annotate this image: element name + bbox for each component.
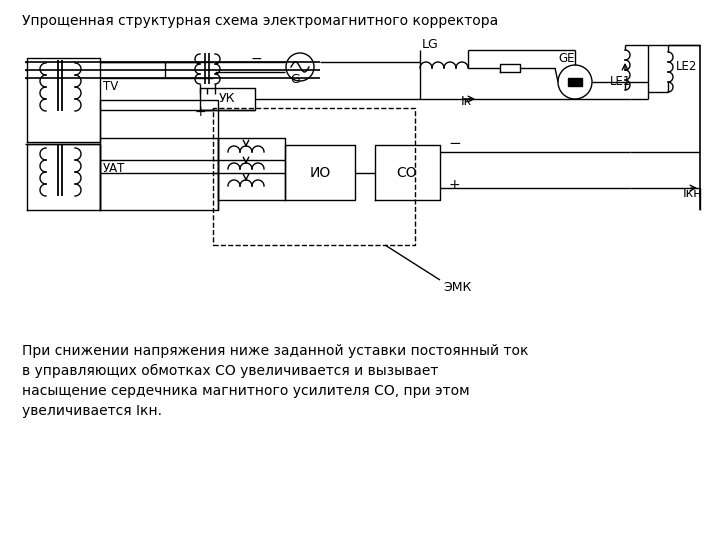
Text: СО: СО <box>397 166 418 180</box>
Text: ИО: ИО <box>310 166 330 180</box>
Text: LE2: LE2 <box>676 60 698 73</box>
Text: LE1: LE1 <box>610 75 631 88</box>
Text: Iкн: Iкн <box>683 187 703 200</box>
Text: G: G <box>290 73 300 86</box>
Text: УК: УК <box>219 92 235 105</box>
Text: ЭМК: ЭМК <box>443 281 472 294</box>
Text: −: − <box>448 136 461 151</box>
Text: +: + <box>194 105 206 119</box>
Text: LG: LG <box>422 38 438 51</box>
Text: −: − <box>250 52 262 66</box>
Text: TV: TV <box>103 79 118 92</box>
Text: GE: GE <box>558 52 575 65</box>
Text: При снижении напряжения ниже заданной уставки постоянный ток
в управляющих обмот: При снижении напряжения ниже заданной ус… <box>22 344 528 418</box>
Text: Упрощенная структурная схема электромагнитного корректора: Упрощенная структурная схема электромагн… <box>22 14 498 28</box>
Text: +: + <box>448 178 459 192</box>
Bar <box>568 78 582 86</box>
Text: УАТ: УАТ <box>103 161 125 174</box>
Text: Iк: Iк <box>460 95 472 108</box>
